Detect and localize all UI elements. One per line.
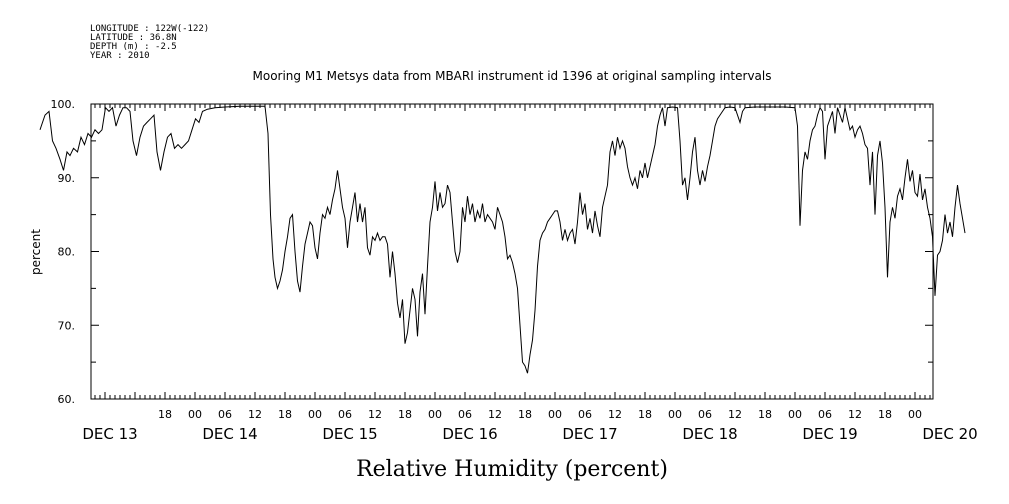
x-axis-hour-labels: 18 00 06 12 18 00 06 12 18 00 06 12 18 00 06 12 18 00 06 12…	[158, 408, 922, 421]
x-axis-day-labels: DEC 13 DEC 14 DEC 15 DEC 16 DEC 17 DEC 18 DEC …	[82, 425, 977, 443]
x-hour-label: 12	[488, 408, 502, 421]
meta-line-latitude: LATITUDE : 36.8N	[90, 33, 177, 43]
x-day-label: DEC 19	[802, 425, 857, 443]
x-hour-label: 06	[578, 408, 592, 421]
x-hour-label: 18	[758, 408, 772, 421]
x-axis-ticks	[94, 104, 931, 399]
x-hour-label: 12	[368, 408, 382, 421]
x-day-label: DEC 14	[202, 425, 257, 443]
y-tick-label: 100.	[51, 98, 76, 111]
x-hour-label: 12	[248, 408, 262, 421]
x-hour-label: 18	[878, 408, 892, 421]
x-day-label: DEC 18	[682, 425, 737, 443]
x-hour-label: 06	[818, 408, 832, 421]
chart-title: Mooring M1 Metsys data from MBARI instru…	[253, 69, 772, 83]
x-hour-label: 00	[908, 408, 922, 421]
x-hour-label: 06	[218, 408, 232, 421]
x-day-label: DEC 16	[442, 425, 497, 443]
x-day-label: DEC 15	[322, 425, 377, 443]
plot-frame	[90, 103, 934, 400]
x-hour-label: 06	[338, 408, 352, 421]
x-hour-label: 00	[428, 408, 442, 421]
x-hour-label: 12	[728, 408, 742, 421]
meta-line-depth: DEPTH (m) : -2.5	[90, 42, 177, 52]
x-hour-label: 18	[638, 408, 652, 421]
x-hour-label: 18	[158, 408, 172, 421]
metadata-block: LONGITUDE : 122W(-122) LATITUDE : 36.8N …	[90, 24, 209, 61]
x-hour-label: 06	[458, 408, 472, 421]
meta-line-longitude: LONGITUDE : 122W(-122)	[90, 24, 209, 34]
x-hour-label: 12	[608, 408, 622, 421]
x-hour-label: 00	[548, 408, 562, 421]
y-axis-label: percent	[29, 229, 43, 275]
x-day-label: DEC 13	[82, 425, 137, 443]
y-tick-label: 60.	[58, 393, 76, 406]
meta-line-year: YEAR : 2010	[90, 51, 150, 61]
x-hour-label: 00	[188, 408, 202, 421]
y-tick-label: 80.	[58, 246, 76, 259]
x-hour-label: 00	[788, 408, 802, 421]
x-day-label: DEC 17	[562, 425, 617, 443]
series-line-relative-humidity	[39, 105, 966, 374]
x-hour-label: 18	[518, 408, 532, 421]
y-axis-ticks: 60. 70. 80. 90. 100.	[51, 98, 933, 406]
x-hour-label: 06	[698, 408, 712, 421]
x-day-label: DEC 20	[922, 425, 977, 443]
x-hour-label: 18	[398, 408, 412, 421]
x-hour-label: 00	[668, 408, 682, 421]
y-tick-label: 90.	[58, 172, 76, 185]
x-hour-label: 18	[278, 408, 292, 421]
x-hour-label: 00	[308, 408, 322, 421]
x-hour-label: 12	[848, 408, 862, 421]
x-axis-label: Relative Humidity (percent)	[356, 457, 668, 482]
y-tick-label: 70.	[58, 319, 76, 332]
